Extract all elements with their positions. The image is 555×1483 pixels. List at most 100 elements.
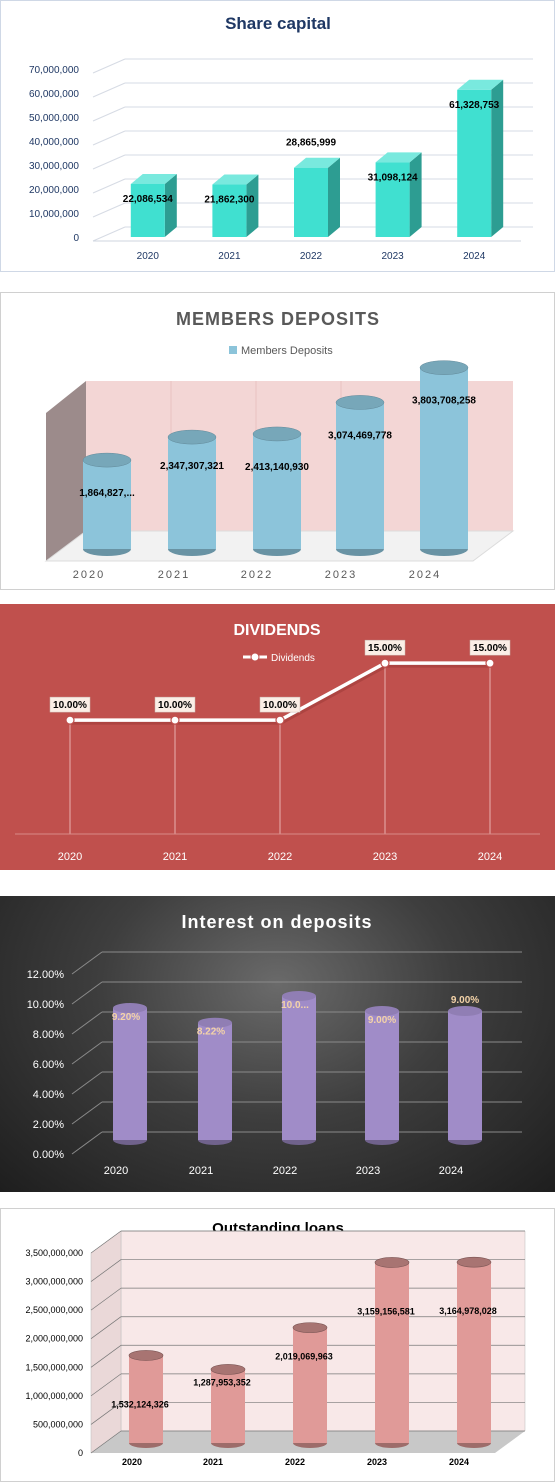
interest-on-deposits-chart: Interest on deposits 0.00% 2.00% 4.00% 6.00%… <box>0 896 555 1192</box>
x-tick-label: 2022 <box>268 851 292 863</box>
data-label: 3,164,978,028 <box>439 1306 497 1316</box>
bar-body <box>375 1262 409 1443</box>
bar-front <box>375 162 410 237</box>
bar-body <box>83 460 131 549</box>
y-tick-label: 60,000,000 <box>29 89 79 100</box>
x-tick-label: 2022 <box>241 569 273 581</box>
x-tick-label: 2023 <box>373 851 397 863</box>
bar-front <box>457 89 492 237</box>
chart-title: Interest on deposits <box>181 912 372 932</box>
bar <box>335 395 385 556</box>
dividends-svg: DIVIDENDS Dividends 10.00% 2020 10.00% 2021 10… <box>15 622 540 863</box>
gridline-side <box>92 154 126 170</box>
gridline-side <box>71 981 103 1005</box>
y-tick-label: 10.00% <box>27 999 65 1011</box>
data-label: 9.00% <box>368 1015 396 1026</box>
x-tick-label: 2024 <box>409 569 441 581</box>
data-label: 15.00% <box>368 643 402 654</box>
y-tick-label: 0 <box>78 1448 83 1458</box>
bar-body <box>457 1262 491 1443</box>
y-tick-label: 4.00% <box>33 1089 64 1101</box>
data-label: 3,803,708,258 <box>412 396 476 407</box>
bar <box>292 1322 328 1448</box>
y-tick-label: 0 <box>73 233 79 244</box>
data-label: 2,413,140,930 <box>245 462 309 473</box>
data-label: 1,287,953,352 <box>193 1377 251 1387</box>
bar-top <box>335 395 385 410</box>
y-tick-label: 3,000,000,000 <box>25 1277 83 1287</box>
data-label: 10.00% <box>158 700 192 711</box>
data-label: 2,019,069,963 <box>275 1352 333 1362</box>
chart-title: Share capital <box>225 14 331 33</box>
bar-top <box>252 426 302 442</box>
bar-side <box>491 79 504 237</box>
members-deposits-chart: MEMBERS DEPOSITS Members Deposits 1,864,82… <box>0 292 555 590</box>
outstanding-loans-chart: Outstanding loans 0 500,000,000 1,000,000,0… <box>0 1208 555 1482</box>
data-label: 9.00% <box>451 995 479 1006</box>
data-label: 9.20% <box>112 1012 140 1023</box>
bar-top <box>419 360 469 375</box>
data-label: 3,074,469,778 <box>328 430 392 441</box>
gridline-side <box>92 178 126 194</box>
data-label: 28,865,999 <box>286 138 336 149</box>
y-tick-label: 20,000,000 <box>29 185 79 196</box>
bar-top <box>167 429 217 445</box>
bar-front <box>294 167 328 237</box>
bar-top <box>456 1256 492 1268</box>
gridline-side <box>90 1316 122 1339</box>
data-label-box <box>469 639 511 656</box>
data-label: 31,098,124 <box>368 172 418 183</box>
side-wall <box>46 381 86 561</box>
series-line-shadow <box>71 662 491 725</box>
x-tick-label: 2022 <box>285 1457 305 1467</box>
y-tick-label: 30,000,000 <box>29 161 79 172</box>
gridline-side <box>71 1131 103 1155</box>
legend-label: Members Deposits <box>241 345 333 357</box>
legend-swatch <box>229 346 237 354</box>
gridline-side <box>90 1430 122 1454</box>
data-label: 2,347,307,321 <box>160 461 224 472</box>
bar-body <box>336 402 384 549</box>
y-tick-label: 12.00% <box>27 969 65 981</box>
gridline-side <box>92 226 126 242</box>
gridline-side <box>92 58 126 74</box>
x-tick-label: 2024 <box>463 251 486 262</box>
gridline-side <box>90 1373 122 1397</box>
bar-top <box>294 157 340 168</box>
bar <box>456 1256 492 1448</box>
bar-body <box>448 1011 482 1140</box>
bar-side <box>409 152 422 237</box>
gridline-side <box>90 1345 122 1368</box>
bar-top <box>82 452 132 468</box>
y-tick-label: 6.00% <box>33 1059 64 1071</box>
x-tick-label: 2021 <box>158 569 190 581</box>
gridline-side <box>71 951 103 975</box>
x-tick-label: 2023 <box>381 251 404 262</box>
share-capital-chart: Share capital 0 10,000,000 20,000,000 30,000… <box>0 0 555 272</box>
members-deposits-svg: MEMBERS DEPOSITS Members Deposits 1,864,82… <box>44 309 515 581</box>
gridline-side <box>71 1101 103 1125</box>
data-label: 61,328,753 <box>449 100 499 111</box>
x-tick-label: 2021 <box>163 851 187 863</box>
x-tick-label: 2020 <box>73 569 105 581</box>
gridline-side <box>92 202 126 218</box>
y-tick-label: 1,500,000,000 <box>25 1362 83 1372</box>
dividends-chart: DIVIDENDS Dividends 10.00% 2020 10.00% 2021 10… <box>0 604 555 870</box>
data-point <box>65 715 75 725</box>
bar <box>448 1006 482 1145</box>
bar-top <box>374 1257 410 1268</box>
bar-top <box>282 991 316 1001</box>
bar-body <box>211 1369 245 1443</box>
gridline-side <box>71 1011 103 1035</box>
x-tick-label: 2024 <box>478 851 502 863</box>
bar-body <box>365 1011 399 1140</box>
bar-body <box>129 1355 163 1443</box>
bar-body <box>253 433 301 549</box>
bar-body <box>198 1022 232 1140</box>
outstanding-loans-svg: Outstanding loans0500,000,0001,000,000,0… <box>25 1220 526 1467</box>
x-tick-label: 2023 <box>356 1165 380 1177</box>
bar-top <box>210 1364 246 1375</box>
x-tick-label: 2024 <box>439 1165 463 1177</box>
data-label: 15.00% <box>473 643 507 654</box>
data-point <box>170 715 180 725</box>
